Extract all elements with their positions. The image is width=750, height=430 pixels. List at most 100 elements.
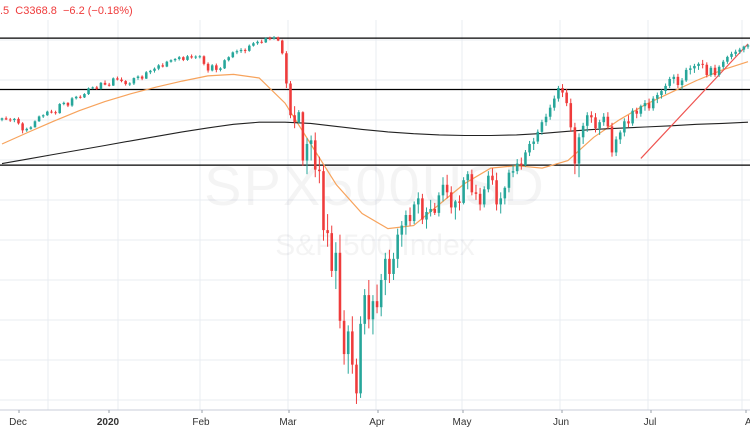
candle	[33, 120, 37, 128]
candle	[177, 55, 181, 61]
x-tick-label: Aug	[745, 417, 750, 428]
candle	[614, 136, 618, 157]
candle-body	[647, 103, 651, 109]
candle-body	[66, 102, 70, 106]
candle	[91, 86, 94, 90]
candle-body	[318, 169, 321, 172]
candle	[194, 55, 197, 59]
candle-body	[425, 211, 428, 220]
candle	[128, 82, 132, 86]
candle-body	[697, 63, 700, 66]
candle-body	[285, 53, 288, 84]
candle	[384, 252, 387, 296]
candle	[338, 234, 342, 329]
candle-body	[116, 78, 119, 80]
candle	[289, 81, 292, 119]
candle-body	[173, 59, 177, 61]
candle	[651, 96, 655, 111]
candle-body	[664, 85, 667, 92]
candle-body	[91, 87, 94, 89]
candle	[227, 56, 230, 62]
candle	[408, 207, 412, 226]
candle-body	[169, 60, 173, 62]
candle-body	[458, 201, 461, 203]
candle	[421, 193, 424, 225]
candle-body	[433, 208, 437, 213]
candle	[248, 44, 251, 52]
candle	[458, 195, 461, 211]
candle	[219, 67, 222, 72]
candle	[260, 39, 263, 44]
candle-body	[305, 143, 309, 161]
candle-body	[355, 364, 358, 394]
candle-body	[449, 192, 453, 208]
candle	[540, 119, 544, 135]
candle-body	[293, 115, 296, 123]
candle	[520, 157, 523, 170]
candle	[157, 64, 160, 71]
candle	[734, 49, 737, 57]
candle	[680, 78, 684, 90]
candle	[375, 284, 379, 314]
candle	[602, 113, 606, 126]
candle-body	[202, 56, 206, 64]
candle	[598, 119, 601, 135]
candle	[528, 140, 531, 157]
candle	[17, 117, 20, 125]
candle-body	[462, 180, 465, 203]
candle	[231, 51, 235, 59]
candle-body	[177, 57, 181, 59]
candle	[8, 117, 12, 122]
candle	[165, 60, 169, 68]
candle-body	[41, 115, 45, 117]
candle-body	[29, 127, 33, 129]
candle	[272, 36, 276, 40]
candle-body	[466, 174, 470, 181]
candle-body	[136, 76, 140, 79]
candle	[83, 93, 86, 98]
candle-body	[289, 83, 292, 116]
candle	[466, 171, 470, 190]
x-tick-label: Dec	[9, 417, 27, 428]
candle-body	[70, 98, 74, 106]
candle-body	[103, 82, 107, 85]
candle	[355, 358, 358, 404]
candle-body	[561, 88, 564, 93]
candle-body	[388, 258, 391, 274]
candle-body	[149, 70, 152, 73]
candle	[425, 207, 428, 229]
candle	[74, 95, 78, 100]
candle-body	[243, 49, 247, 51]
candle-body	[248, 45, 251, 51]
candle-body	[491, 175, 494, 181]
candle	[169, 59, 173, 63]
candle-body	[252, 43, 255, 46]
candle-body	[326, 230, 329, 234]
candle	[239, 48, 243, 53]
candle-body	[363, 295, 366, 324]
candle-body	[717, 66, 721, 76]
candle-body	[182, 57, 185, 60]
candle	[491, 168, 494, 185]
candle-body	[334, 252, 338, 271]
candle	[482, 186, 486, 208]
candle	[318, 156, 321, 184]
candle	[149, 69, 152, 75]
candle	[548, 104, 552, 120]
candle	[79, 95, 82, 99]
candle-body	[553, 98, 556, 108]
candle-body	[602, 116, 606, 123]
candle	[478, 187, 482, 211]
candle	[0, 117, 4, 122]
candle-body	[627, 121, 630, 124]
candle	[342, 310, 346, 365]
candle-body	[536, 131, 540, 142]
candle	[400, 221, 404, 247]
candle-body	[585, 115, 589, 126]
candle	[202, 55, 206, 66]
candle-body	[371, 301, 375, 320]
candle-body	[215, 65, 218, 70]
candle	[449, 186, 453, 214]
candle-body	[157, 65, 160, 69]
